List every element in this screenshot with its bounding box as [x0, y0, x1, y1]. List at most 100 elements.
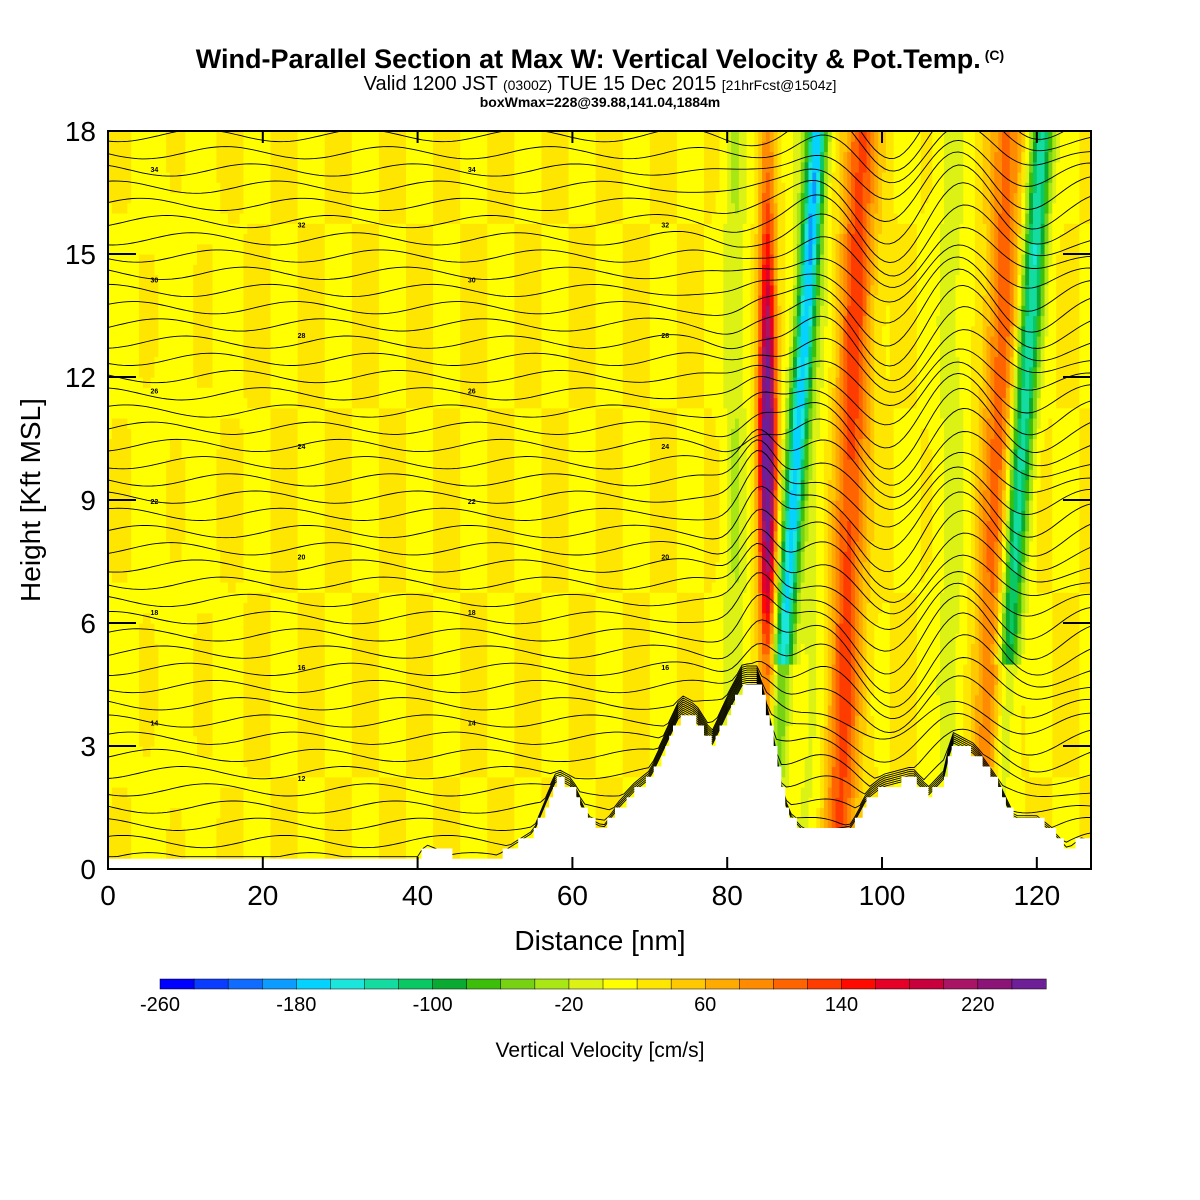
velocity-cell — [827, 705, 833, 788]
velocity-cell — [332, 131, 337, 224]
velocity-cell — [239, 131, 245, 214]
velocity-cell — [1025, 131, 1030, 163]
velocity-cell — [328, 776, 334, 869]
velocity-cell — [789, 469, 794, 491]
velocity-cell — [502, 131, 508, 224]
velocity-cell — [785, 664, 790, 675]
velocity-cell — [386, 407, 392, 593]
velocity-cell — [793, 284, 798, 317]
velocity-cell — [584, 223, 589, 409]
velocity-cell — [645, 592, 651, 778]
velocity-cell — [448, 776, 454, 869]
velocity-cell — [425, 131, 430, 224]
theta-contour-line — [108, 139, 1091, 200]
velocity-cell — [963, 131, 968, 665]
velocity-cell — [882, 131, 887, 173]
velocity-cell — [522, 776, 527, 869]
velocity-cell — [804, 223, 810, 245]
velocity-cell — [297, 131, 303, 224]
velocity-cell — [835, 131, 841, 235]
velocity-cell — [808, 346, 813, 368]
velocity-cell — [765, 172, 771, 204]
velocity-cell — [216, 551, 221, 819]
colorbar-label: -180 — [276, 994, 316, 1016]
velocity-cell — [796, 623, 802, 665]
velocity-cell — [1021, 612, 1026, 655]
velocity-cell — [800, 479, 806, 501]
velocity-cell — [506, 592, 512, 778]
velocity-cell — [711, 213, 717, 419]
velocity-cell — [297, 776, 303, 869]
velocity-cell — [324, 407, 330, 593]
velocity-cell — [843, 776, 848, 869]
velocity-cell — [258, 131, 264, 224]
velocity-cell — [1036, 284, 1042, 317]
velocity-cell — [812, 131, 817, 173]
velocity-cell — [1040, 387, 1046, 450]
velocity-cell — [293, 776, 299, 869]
velocity-cell — [781, 520, 786, 542]
velocity-cell — [820, 223, 825, 255]
velocity-cell — [847, 459, 852, 522]
velocity-cell — [320, 223, 326, 409]
velocity-cell — [820, 254, 825, 306]
velocity-cell — [843, 315, 848, 552]
velocity-cell — [278, 776, 283, 869]
velocity-cell — [626, 131, 632, 224]
velocity-cell — [154, 643, 159, 727]
colorbar-swatch — [261, 978, 297, 990]
velocity-cell — [541, 131, 546, 224]
velocity-cell — [533, 131, 539, 224]
velocity-cell — [580, 223, 585, 409]
theta-contour-line — [108, 182, 1091, 264]
velocity-cell — [711, 582, 717, 788]
velocity-cell — [994, 356, 999, 542]
velocity-cell — [448, 407, 454, 593]
theta-contour-line — [108, 465, 1091, 551]
velocity-cell — [773, 284, 779, 337]
velocity-cell — [688, 592, 693, 778]
velocity-cell — [440, 776, 446, 869]
velocity-cell — [874, 623, 879, 768]
velocity-cell — [471, 776, 477, 869]
velocity-cell — [367, 592, 372, 778]
velocity-cell — [796, 469, 802, 501]
velocity-cell — [626, 407, 632, 593]
velocity-cell — [1044, 336, 1050, 429]
velocity-cell — [1013, 366, 1019, 388]
velocity-cell — [638, 407, 643, 593]
velocity-cell — [924, 571, 930, 798]
velocity-cell — [773, 633, 779, 655]
velocity-cell — [700, 407, 705, 593]
velocity-cell — [998, 561, 1003, 593]
velocity-cell — [150, 131, 156, 255]
velocity-cell — [471, 592, 477, 778]
velocity-cell — [336, 776, 341, 869]
velocity-cell — [994, 131, 999, 153]
velocity-cell — [1025, 500, 1030, 532]
velocity-cell — [796, 664, 802, 819]
theta-contour-line — [108, 268, 1091, 347]
velocity-cell — [537, 407, 543, 593]
velocity-cell — [959, 582, 964, 869]
velocity-cell — [429, 223, 434, 409]
colorbar-swatch — [227, 978, 263, 990]
velocity-cell — [808, 366, 813, 388]
colorbar-label: 140 — [825, 994, 858, 1016]
velocity-cell — [1067, 131, 1073, 224]
velocity-cell — [765, 233, 771, 265]
velocity-cell — [382, 592, 388, 778]
velocity-cell — [994, 541, 999, 593]
velocity-cell — [231, 592, 237, 788]
velocity-cell — [495, 592, 500, 778]
velocity-cell — [1009, 469, 1015, 491]
velocity-cell — [456, 223, 461, 409]
velocity-cell — [251, 776, 256, 869]
velocity-cell — [893, 592, 899, 778]
velocity-cell — [707, 223, 713, 409]
velocity-cell — [545, 223, 550, 409]
velocity-cell — [1013, 633, 1019, 655]
velocity-cell — [765, 653, 771, 665]
velocity-cell — [142, 131, 148, 255]
velocity-cell — [502, 223, 508, 409]
